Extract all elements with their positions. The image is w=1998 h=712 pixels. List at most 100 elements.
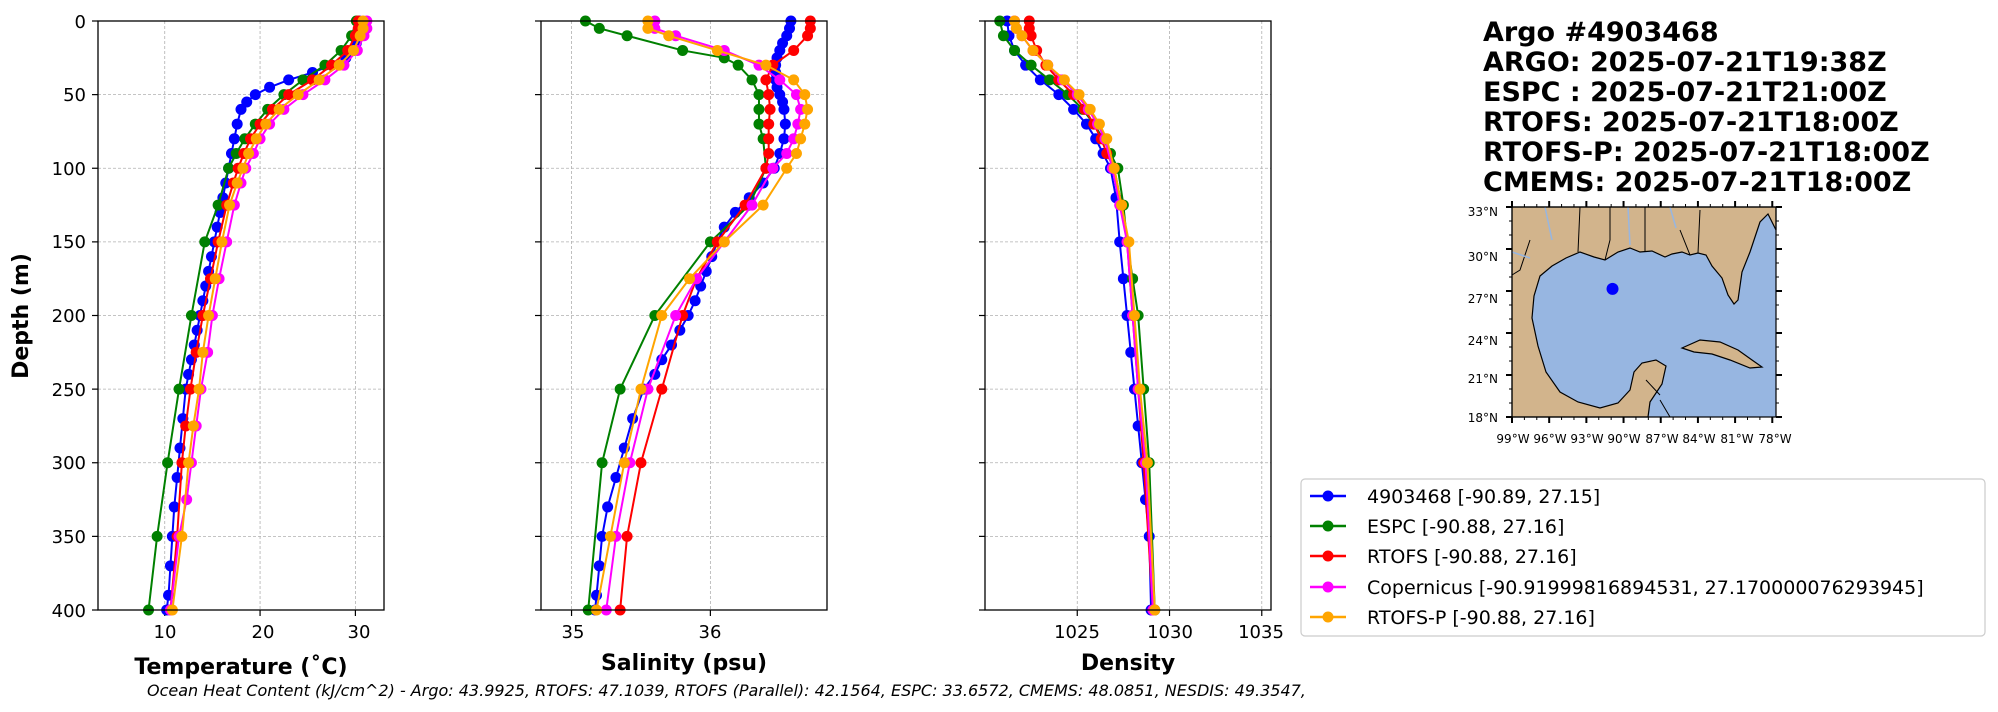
y-tick-label: 150: [52, 232, 86, 253]
temperature-axes-frame: [97, 20, 385, 611]
map-lon-label: 90°W: [1607, 432, 1640, 446]
data-point: [781, 148, 793, 160]
data-point: [788, 44, 800, 56]
series-rtofs-p: [166, 15, 369, 616]
map-lon-label: 87°W: [1645, 432, 1678, 446]
x-tick-label: 30: [348, 622, 371, 643]
title-line: Argo #4903468: [1483, 17, 1719, 48]
data-point: [763, 118, 775, 130]
data-point: [778, 103, 790, 115]
temperature-series: [143, 15, 373, 616]
data-point: [774, 74, 786, 86]
y-tick-label: 250: [52, 380, 86, 401]
data-point: [273, 103, 285, 115]
density-series: [994, 15, 1161, 616]
map-lon-label: 99°W: [1496, 432, 1529, 446]
data-point: [1058, 74, 1070, 86]
data-point: [593, 560, 605, 572]
data-point: [753, 103, 765, 115]
map-lat-label: 27°N: [1468, 292, 1498, 306]
data-point: [224, 199, 236, 211]
data-point: [802, 103, 814, 115]
data-point: [197, 346, 209, 358]
data-point: [1134, 383, 1146, 395]
legend-marker: [1322, 550, 1334, 562]
map-land: [1511, 206, 1777, 418]
data-point: [602, 501, 614, 513]
data-point: [1108, 162, 1120, 174]
data-point: [1128, 310, 1140, 321]
data-point: [635, 457, 647, 469]
data-point: [354, 30, 366, 42]
legend-label: Copernicus [-90.91999816894531, 27.17000…: [1367, 577, 1924, 599]
legend-entry: RTOFS [-90.88, 27.16]: [1310, 546, 1577, 568]
data-point: [596, 530, 608, 542]
data-point: [593, 22, 605, 34]
data-point: [779, 118, 791, 130]
data-point: [778, 133, 790, 145]
data-point: [781, 162, 793, 174]
float-location-marker: [1606, 282, 1619, 295]
data-point: [760, 59, 772, 71]
data-point: [183, 368, 195, 380]
map-lon-labels: 99°W 96°W 93°W 90°W 87°W 84°W 81°W 78°W: [1496, 432, 1791, 446]
series-rtofs-p: [1009, 15, 1161, 616]
data-point: [193, 383, 205, 395]
legend-box: [1300, 478, 1986, 637]
data-point: [181, 494, 193, 506]
map-lat-label: 33°N: [1468, 205, 1498, 219]
data-point: [802, 30, 814, 42]
data-point: [767, 162, 779, 174]
salinity-axes-frame: [540, 20, 828, 611]
data-point: [1141, 457, 1153, 469]
data-point: [228, 133, 240, 145]
legend-label: ESPC [-90.88, 27.16]: [1367, 516, 1564, 538]
data-point: [1044, 74, 1056, 86]
data-point: [264, 81, 276, 93]
y-tick-label: 350: [52, 527, 86, 548]
data-point: [764, 103, 776, 115]
data-point: [596, 457, 608, 469]
data-point: [162, 457, 174, 469]
title-line: RTOFS-P: 2025-07-21T18:00Z: [1483, 137, 1930, 168]
data-point: [763, 89, 775, 101]
data-point: [753, 118, 765, 130]
map-lat-label: 21°N: [1468, 372, 1498, 386]
location-map: 33°N 30°N 27°N 24°N 21°N 18°N 99°W 96°W …: [1468, 201, 1792, 446]
data-point: [790, 148, 802, 160]
data-point: [212, 199, 224, 211]
y-tick-label: 50: [63, 85, 86, 106]
data-point: [297, 74, 309, 86]
data-point: [235, 103, 247, 115]
x-tick-label: 1035: [1238, 622, 1284, 643]
depth-tick-labels: 0 50 100 150 200 250 300 350 400: [52, 12, 86, 622]
data-point: [243, 148, 255, 160]
series-line: [1006, 20, 1153, 611]
title-block: Argo #4903468 ARGO: 2025-07-21T19:38Z ES…: [1483, 17, 1930, 198]
map-lat-labels: 33°N 30°N 27°N 24°N 21°N 18°N: [1468, 205, 1498, 425]
legend-marker: [1322, 581, 1334, 593]
title-line: CMEMS: 2025-07-21T18:00Z: [1483, 167, 1911, 198]
map-frame: [1511, 206, 1777, 418]
data-point: [604, 530, 616, 542]
data-point: [185, 310, 197, 321]
data-point: [711, 44, 723, 56]
legend-marker: [1322, 611, 1334, 623]
data-point: [689, 295, 701, 307]
data-point: [732, 59, 744, 71]
data-point: [753, 89, 765, 101]
data-point: [684, 273, 696, 285]
y-tick-label: 400: [52, 601, 86, 622]
data-point: [1123, 236, 1135, 248]
map-borders: [1511, 206, 1701, 418]
y-axis-label: Depth (m): [9, 253, 34, 379]
data-point: [333, 59, 345, 71]
x-axis-label-temperature: Temperature (˚C): [134, 655, 347, 680]
data-point: [1042, 59, 1054, 71]
data-point: [1053, 89, 1065, 101]
data-point: [757, 199, 769, 211]
salinity-series: [579, 15, 816, 616]
x-tick-label: 35: [562, 622, 585, 643]
data-point: [292, 89, 304, 101]
